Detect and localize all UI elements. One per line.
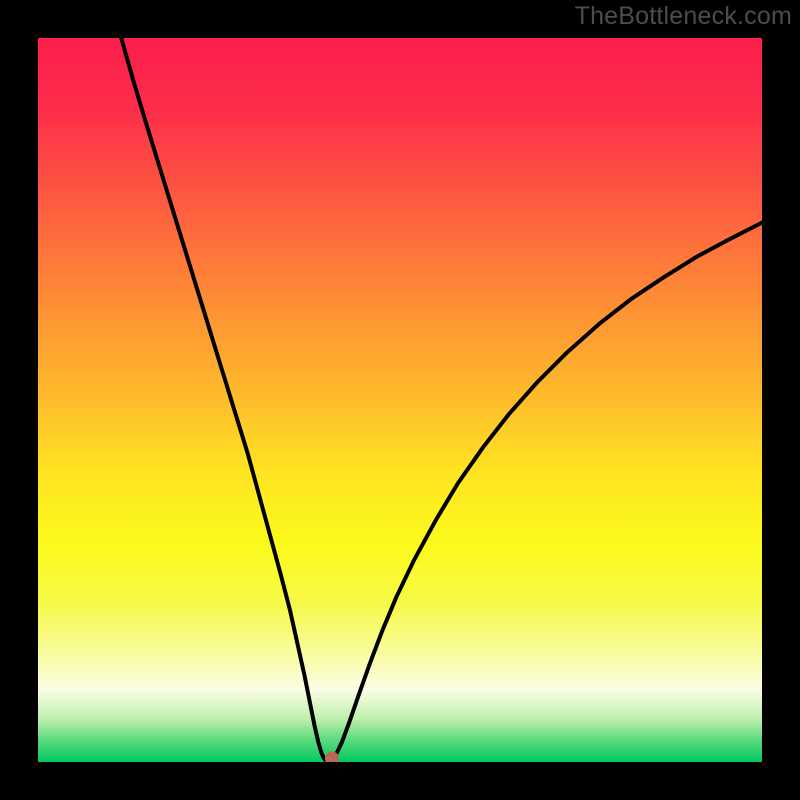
plot-area [38,38,762,762]
gradient-background [38,38,762,762]
chart-svg [38,38,762,762]
watermark-text: TheBottleneck.com [575,2,792,31]
